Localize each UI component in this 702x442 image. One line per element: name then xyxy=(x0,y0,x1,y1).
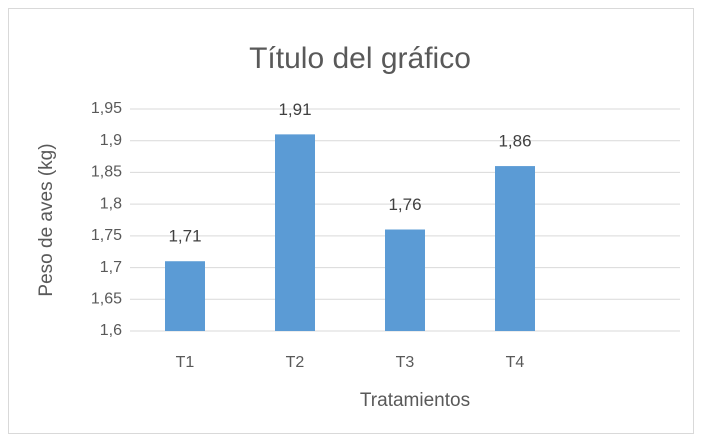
y-tick-label: 1,6 xyxy=(100,322,122,339)
x-tick-label: T1 xyxy=(176,354,195,371)
y-tick-label: 1,65 xyxy=(91,291,122,308)
bar xyxy=(275,134,315,331)
y-tick-label: 1,95 xyxy=(91,100,122,117)
bar xyxy=(385,229,425,331)
chart-border xyxy=(8,8,694,434)
bar xyxy=(495,166,535,331)
y-tick-label: 1,85 xyxy=(91,164,122,181)
y-tick-label: 1,8 xyxy=(100,195,122,212)
x-tick-label: T3 xyxy=(396,354,415,371)
y-tick-label: 1,7 xyxy=(100,259,122,276)
chart-title: Título del gráfico xyxy=(249,42,471,75)
y-tick-label: 1,9 xyxy=(100,132,122,149)
x-tick-label: T4 xyxy=(506,354,525,371)
data-label: 1,91 xyxy=(278,100,311,119)
y-axis-title: Peso de aves (kg) xyxy=(36,143,57,296)
data-label: 1,76 xyxy=(388,195,421,214)
x-axis-title: Tratamientos xyxy=(360,390,470,411)
y-tick-label: 1,75 xyxy=(91,227,122,244)
bar xyxy=(165,261,205,331)
data-label: 1,86 xyxy=(498,132,531,151)
x-tick-label: T2 xyxy=(286,354,305,371)
data-label: 1,71 xyxy=(168,227,201,246)
